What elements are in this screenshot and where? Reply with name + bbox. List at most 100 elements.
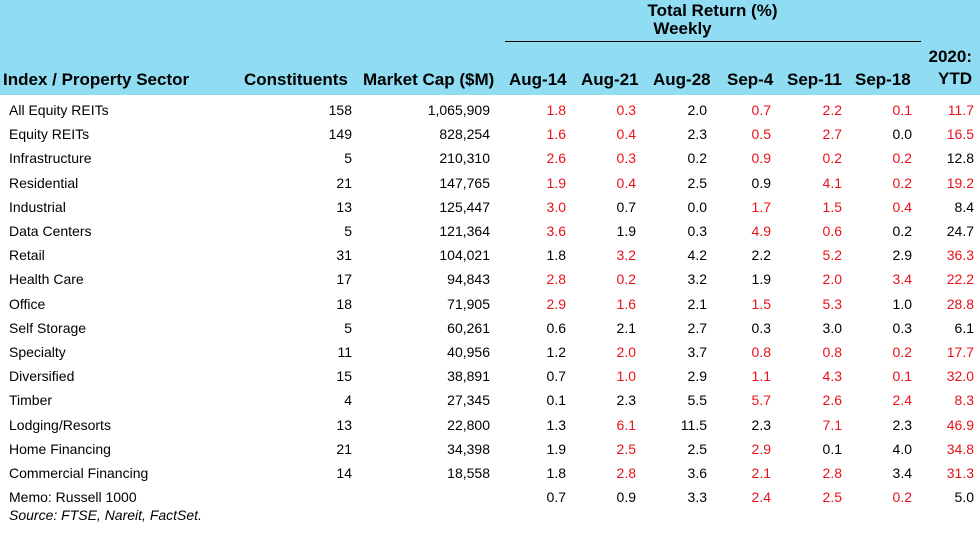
- row-week-return: 3.0: [546, 198, 566, 215]
- row-week-return: 3.6: [546, 223, 566, 240]
- row-sector-name: Data Centers: [9, 223, 92, 240]
- returns-table: All Equity REITs 158 1,065,909 1.8 0.3 2.0 0.7…: [0, 98, 980, 509]
- row-week-return: 2.5: [822, 489, 842, 506]
- row-week-return: 2.5: [616, 440, 636, 457]
- row-week-return: 1.8: [546, 464, 566, 481]
- row-week-return: 0.2: [822, 150, 842, 167]
- col-header-week-5: Sep-11: [787, 70, 842, 89]
- row-week-return: 5.7: [751, 392, 771, 409]
- table-row: Retail 31 104,021 1.8 3.2 4.2 2.2 5.2 2.9 36.3: [0, 243, 980, 267]
- row-sector-name: Lodging/Resorts: [9, 416, 111, 433]
- row-week-return: 1.2: [546, 343, 566, 360]
- row-week-return: 0.2: [892, 174, 912, 191]
- table-row: Industrial 13 125,447 3.0 0.7 0.0 1.7 1.5 0.4 8.4: [0, 195, 980, 219]
- row-market-cap: 1,065,909: [427, 102, 490, 119]
- row-week-return: 4.9: [751, 223, 771, 240]
- table-row: Self Storage 5 60,261 0.6 2.1 2.7 0.3 3.0 0.3 6.1: [0, 316, 980, 340]
- table-row: Home Financing 21 34,398 1.9 2.5 2.5 2.9 0.1 4.0…: [0, 437, 980, 461]
- row-week-return: 1.1: [751, 368, 771, 385]
- row-week-return: 0.2: [616, 271, 636, 288]
- row-market-cap: 104,021: [439, 247, 490, 264]
- row-week-return: 2.3: [892, 416, 912, 433]
- row-week-return: 0.1: [822, 440, 842, 457]
- row-week-return: 2.9: [892, 247, 912, 264]
- table-row: Office 18 71,905 2.9 1.6 2.1 1.5 5.3 1.0 28.8: [0, 292, 980, 316]
- row-ytd-return: 36.3: [946, 247, 974, 264]
- row-ytd-return: 16.5: [946, 126, 974, 143]
- table-row: Timber 4 27,345 0.1 2.3 5.5 5.7 2.6 2.4 8.3: [0, 388, 980, 412]
- row-ytd-return: 8.3: [954, 392, 974, 409]
- row-week-return: 0.6: [546, 319, 566, 336]
- row-week-return: 3.7: [687, 343, 707, 360]
- row-week-return: 2.1: [616, 319, 636, 336]
- row-constituents: 18: [336, 295, 352, 312]
- row-week-return: 0.2: [892, 150, 912, 167]
- row-week-return: 2.8: [822, 464, 842, 481]
- row-week-return: 3.3: [687, 489, 707, 506]
- row-week-return: 0.9: [751, 174, 771, 191]
- row-sector-name: Self Storage: [9, 319, 87, 336]
- row-week-return: 3.6: [687, 464, 707, 481]
- row-week-return: 4.3: [822, 368, 842, 385]
- row-sector-name: Retail: [9, 247, 45, 264]
- col-header-index: Index / Property Sector: [3, 70, 190, 89]
- row-ytd-return: 12.8: [946, 150, 974, 167]
- row-ytd-return: 5.0: [954, 489, 974, 506]
- row-week-return: 1.9: [751, 271, 771, 288]
- row-week-return: 0.3: [616, 150, 636, 167]
- row-week-return: 2.3: [687, 126, 707, 143]
- row-constituents: 15: [336, 368, 352, 385]
- row-week-return: 0.0: [892, 126, 912, 143]
- row-ytd-return: 34.8: [946, 440, 974, 457]
- row-week-return: 4.0: [892, 440, 912, 457]
- row-padding: [974, 219, 980, 243]
- total-return-header: Total Return (%) Weekly: [505, 2, 920, 38]
- row-week-return: 2.2: [751, 247, 771, 264]
- row-padding: [974, 146, 980, 170]
- row-week-return: 0.1: [546, 392, 566, 409]
- col-header-market-cap: Market Cap ($M): [363, 70, 495, 89]
- row-week-return: 0.7: [546, 368, 566, 385]
- col-header-week-6: Sep-18: [855, 70, 911, 89]
- row-padding: [974, 316, 980, 340]
- row-ytd-return: 19.2: [946, 174, 974, 191]
- row-sector-name: All Equity REITs: [9, 102, 109, 119]
- row-ytd-return: 32.0: [946, 368, 974, 385]
- row-week-return: 5.2: [822, 247, 842, 264]
- row-week-return: 0.7: [546, 489, 566, 506]
- row-padding: [974, 195, 980, 219]
- row-week-return: 0.3: [751, 319, 771, 336]
- row-ytd-return: 6.1: [954, 319, 974, 336]
- row-ytd-return: 31.3: [946, 464, 974, 481]
- row-market-cap: 121,364: [439, 223, 490, 240]
- row-ytd-return: 8.4: [954, 198, 974, 215]
- row-week-return: 2.1: [687, 295, 707, 312]
- row-sector-name: Industrial: [9, 198, 66, 215]
- row-week-return: 2.0: [687, 102, 707, 119]
- row-week-return: 0.3: [616, 102, 636, 119]
- table-row: Specialty 11 40,956 1.2 2.0 3.7 0.8 0.8 0.2 17.7: [0, 340, 980, 364]
- row-sector-name: Home Financing: [9, 440, 111, 457]
- row-week-return: 0.8: [822, 343, 842, 360]
- row-week-return: 0.7: [751, 102, 771, 119]
- row-week-return: 0.4: [892, 198, 912, 215]
- row-padding: [974, 340, 980, 364]
- row-week-return: 5.5: [687, 392, 707, 409]
- row-market-cap: 27,345: [447, 392, 490, 409]
- table-row: Residential 21 147,765 1.9 0.4 2.5 0.9 4.1 0.2 19…: [0, 171, 980, 195]
- row-week-return: 2.0: [822, 271, 842, 288]
- row-padding: [974, 171, 980, 195]
- row-constituents: [230, 485, 352, 509]
- row-padding: [974, 292, 980, 316]
- row-week-return: 2.7: [687, 319, 707, 336]
- row-ytd-return: 46.9: [946, 416, 974, 433]
- row-sector-name: Commercial Financing: [9, 464, 149, 481]
- row-constituents: 21: [336, 440, 352, 457]
- row-market-cap: 147,765: [439, 174, 490, 191]
- row-week-return: 3.0: [822, 319, 842, 336]
- table-row: Data Centers 5 121,364 3.6 1.9 0.3 4.9 0.6 0.2 24…: [0, 219, 980, 243]
- row-week-return: 1.3: [546, 416, 566, 433]
- row-week-return: 0.5: [751, 126, 771, 143]
- row-week-return: 0.2: [892, 223, 912, 240]
- row-week-return: 1.9: [546, 440, 566, 457]
